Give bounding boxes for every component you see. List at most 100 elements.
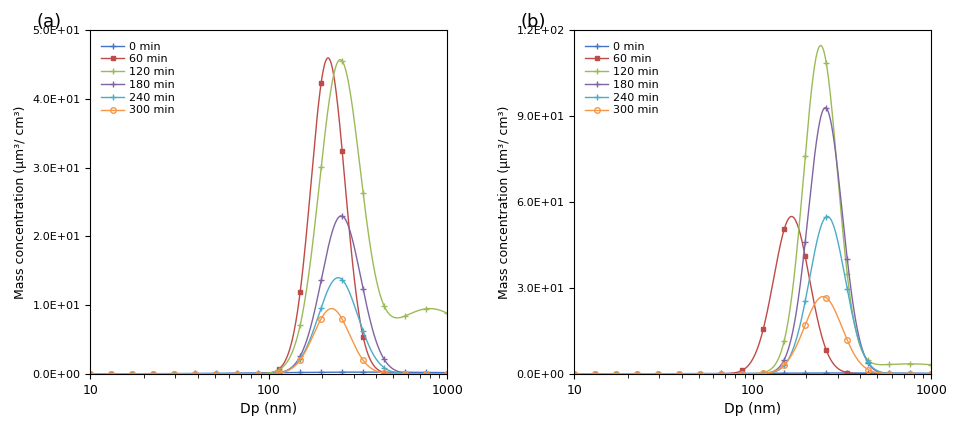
180 min [785,337,797,342]
0 min [356,369,367,375]
Line: 0 min: 0 min [87,369,450,377]
180 min [107,371,118,376]
300 min [840,333,851,338]
120 min [292,334,304,339]
0 min [590,371,602,376]
Y-axis label: Mass concentration (μm³/ cm³): Mass concentration (μm³/ cm³) [13,105,27,299]
120 min [925,362,937,367]
300 min [441,371,453,376]
120 min [334,57,346,62]
60 min [312,110,324,115]
0 min [844,370,855,375]
300 min [301,346,312,351]
60 min [301,226,312,231]
180 min [925,371,937,376]
0 min [312,370,324,375]
0 min [292,370,304,375]
240 min [590,371,602,376]
0 min [107,371,118,376]
60 min [441,371,453,376]
300 min [107,371,118,376]
120 min [356,176,367,181]
180 min [441,371,453,376]
0 min [876,370,888,375]
120 min [590,371,602,376]
120 min [312,197,324,203]
240 min [776,366,787,371]
60 min [322,55,333,61]
180 min [335,213,347,218]
300 min [85,371,96,376]
300 min [925,371,937,376]
60 min [776,237,787,242]
240 min [392,370,404,375]
Line: 180 min: 180 min [572,105,934,377]
0 min [796,371,807,376]
Line: 60 min: 60 min [87,55,450,376]
180 min [820,105,831,110]
Legend: 0 min, 60 min, 120 min, 180 min, 240 min, 300 min: 0 min, 60 min, 120 min, 180 min, 240 min… [96,36,181,121]
300 min [292,361,304,366]
180 min [392,369,404,374]
120 min [107,371,118,376]
60 min [292,309,304,314]
Line: 120 min: 120 min [572,43,934,377]
240 min [356,323,367,329]
180 min [840,240,851,245]
240 min [785,352,797,357]
Line: 300 min: 300 min [572,294,934,377]
120 min [840,255,851,261]
300 min [590,371,602,376]
0 min [301,370,312,375]
0 min [569,371,580,376]
60 min [925,371,937,376]
60 min [356,326,367,331]
300 min [776,365,787,370]
240 min [796,316,807,321]
60 min [840,370,851,375]
180 min [590,371,602,376]
Line: 120 min: 120 min [87,57,450,377]
240 min [569,371,580,376]
300 min [312,323,324,329]
120 min [876,362,888,367]
180 min [569,371,580,376]
240 min [107,371,118,376]
0 min [392,370,404,375]
240 min [85,371,96,376]
120 min [796,196,807,201]
240 min [441,371,453,376]
300 min [876,371,888,376]
180 min [85,371,96,376]
240 min [925,371,937,376]
120 min [815,43,826,48]
180 min [776,362,787,367]
240 min [333,275,344,280]
60 min [590,371,602,376]
Line: 180 min: 180 min [87,213,450,377]
300 min [817,294,828,299]
60 min [797,239,808,244]
300 min [356,355,367,360]
0 min [785,371,797,376]
Line: 0 min: 0 min [572,370,934,377]
Text: (a): (a) [37,13,62,31]
Line: 300 min: 300 min [87,306,450,377]
X-axis label: Dp (nm): Dp (nm) [725,402,781,416]
60 min [392,371,404,376]
120 min [392,315,404,320]
Line: 240 min: 240 min [87,275,450,377]
240 min [822,214,833,219]
300 min [796,331,807,336]
300 min [392,371,404,376]
60 min [85,371,96,376]
120 min [85,371,96,376]
300 min [569,371,580,376]
240 min [876,370,888,375]
240 min [301,344,312,349]
Legend: 0 min, 60 min, 120 min, 180 min, 240 min, 300 min: 0 min, 60 min, 120 min, 180 min, 240 min… [579,36,665,121]
Text: (b): (b) [521,13,546,31]
60 min [569,371,580,376]
60 min [876,371,888,376]
Line: 240 min: 240 min [572,214,934,377]
